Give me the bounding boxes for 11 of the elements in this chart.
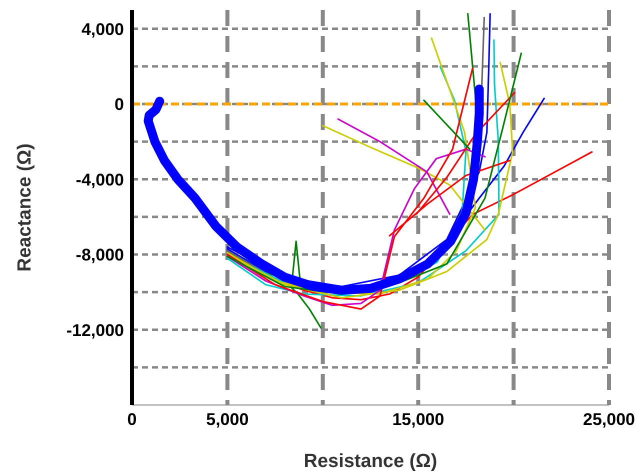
x-tick-label: 25,000 (583, 410, 635, 430)
x-tick-label: 5,000 (206, 410, 249, 430)
x-tick-label: 0 (127, 410, 137, 430)
y-tick-label: -12,000 (66, 320, 124, 340)
y-tick-label: 4,000 (81, 20, 124, 39)
y-tick-label: -8,000 (76, 246, 124, 265)
x-tick-label: 15,000 (392, 410, 444, 430)
x-axis-title: Resistance (Ω) (304, 451, 438, 472)
y-tick-label: -4,000 (76, 170, 124, 190)
y-axis-title: Reactance (Ω) (14, 143, 36, 272)
y-tick-label: 0 (114, 95, 124, 114)
